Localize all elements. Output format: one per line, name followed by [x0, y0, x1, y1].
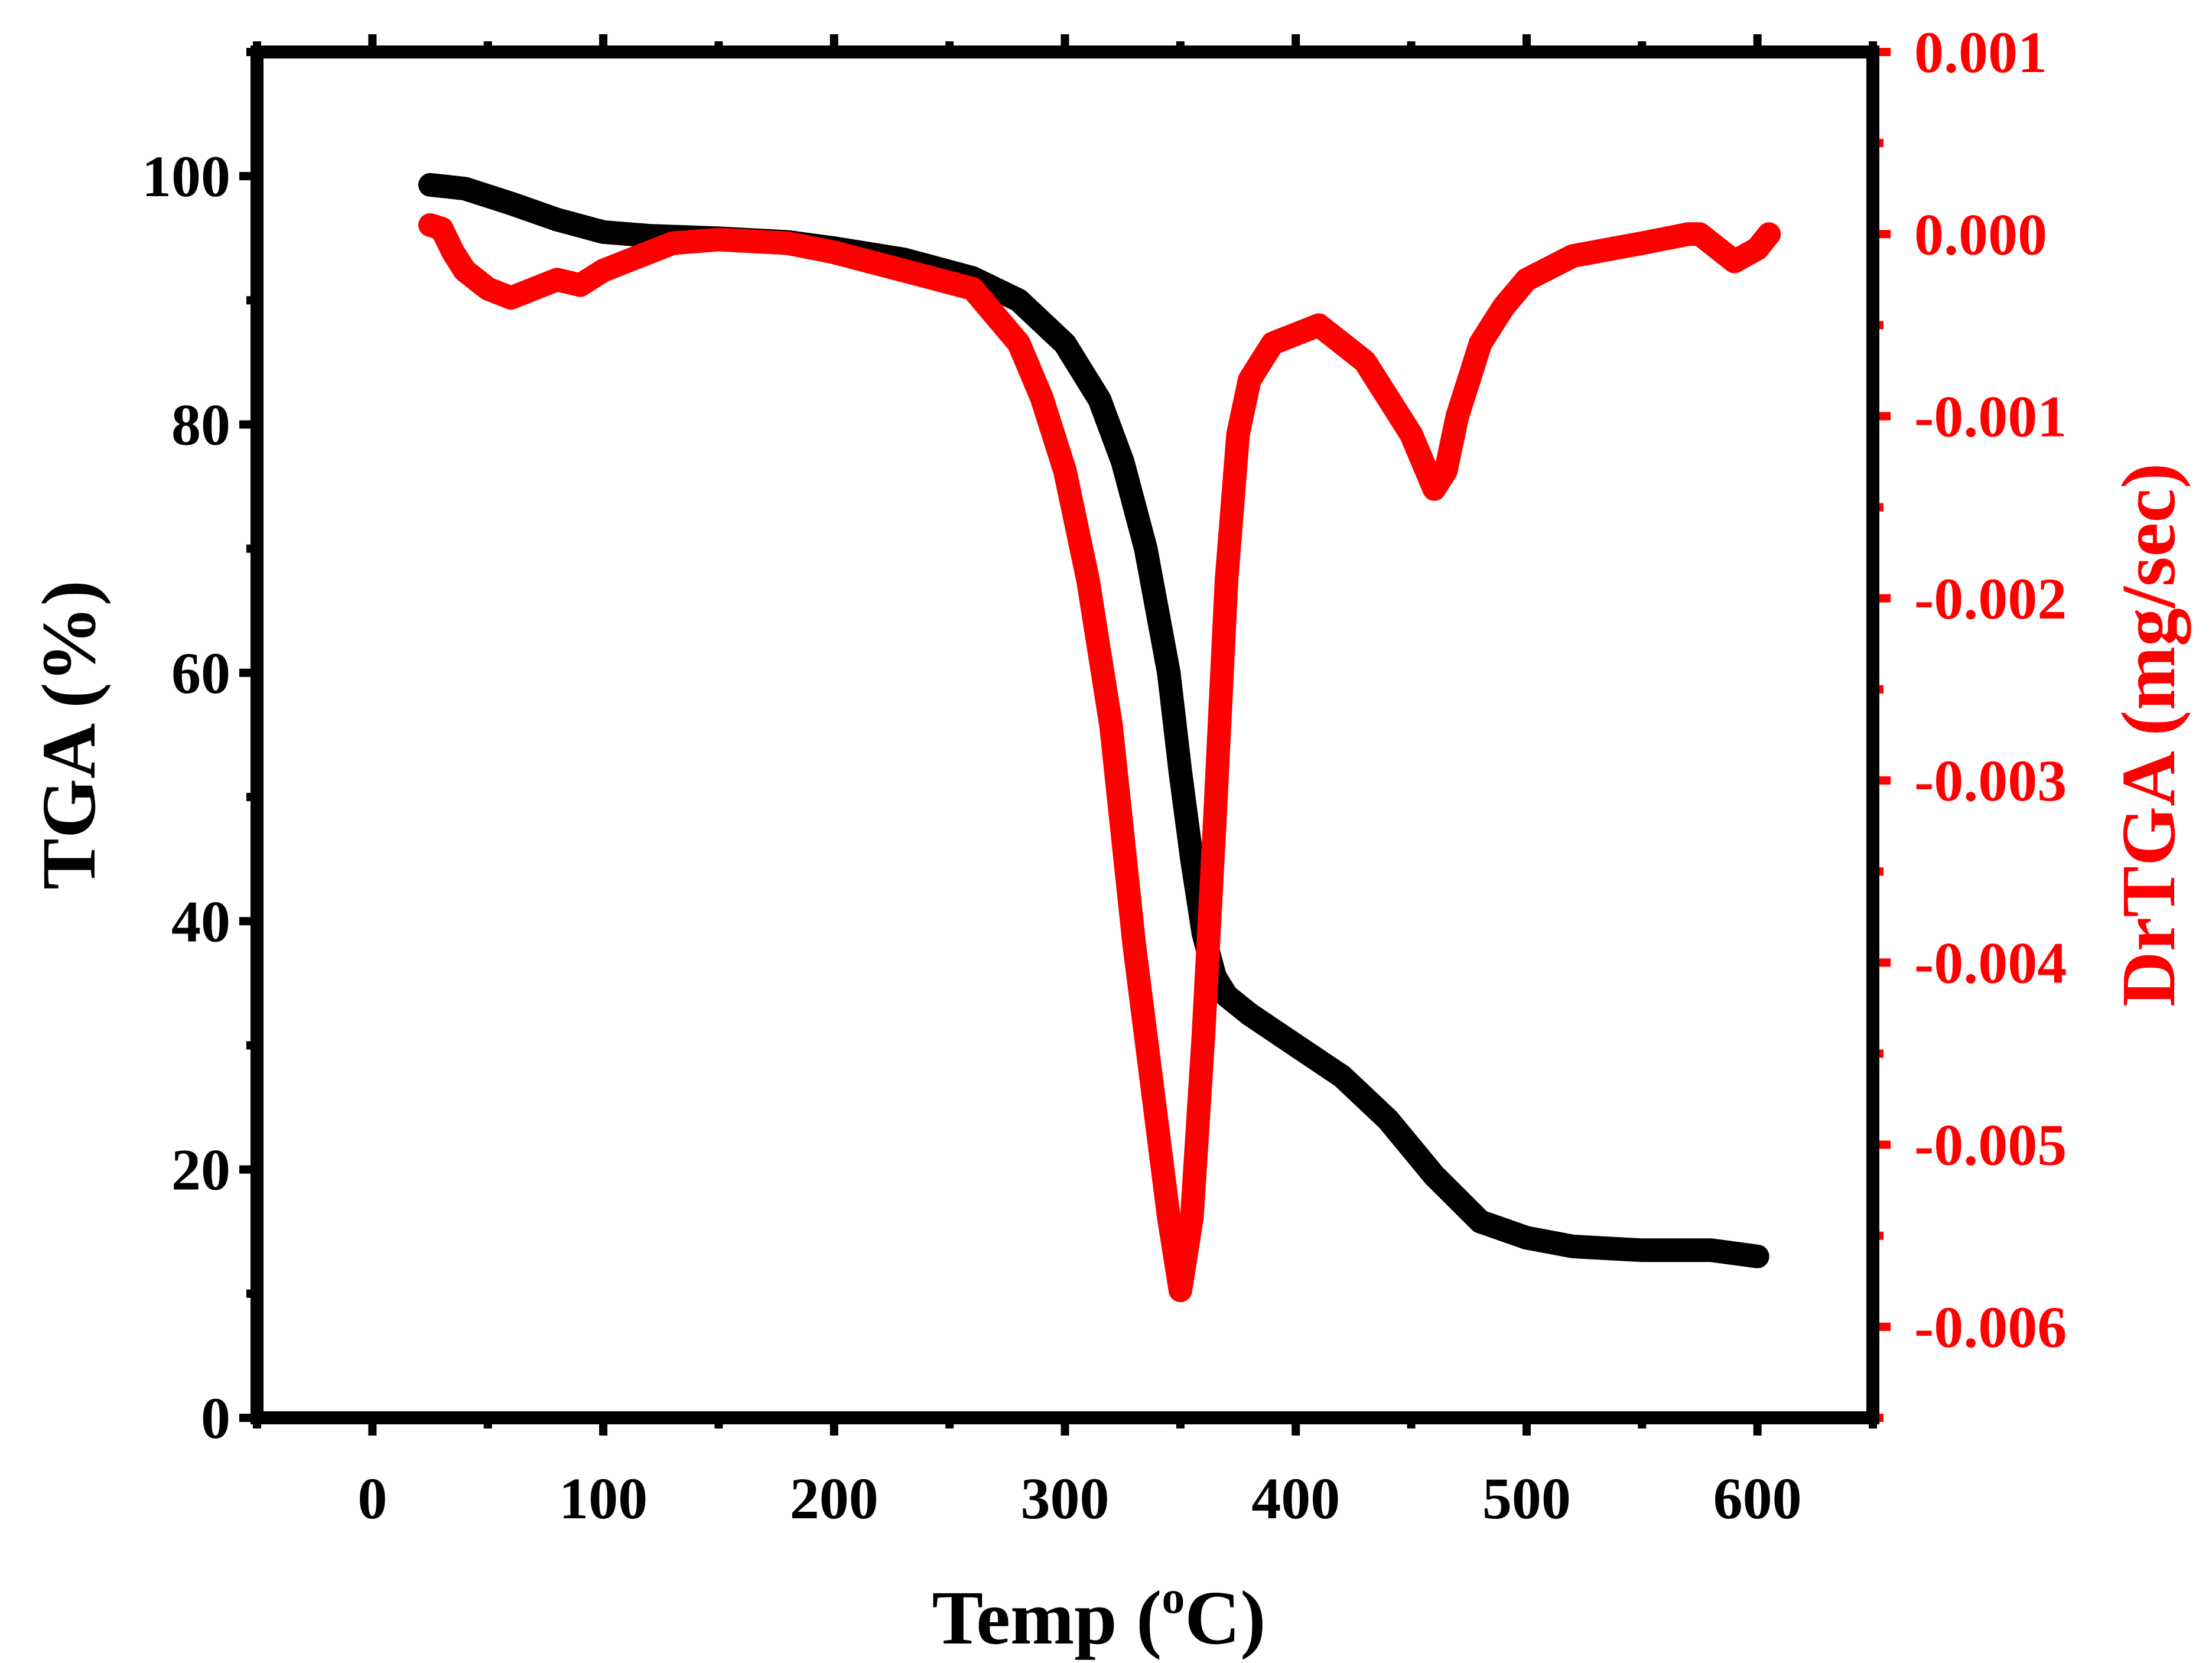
x-axis-title: Temp (oC) [932, 1571, 1266, 1661]
series-line-tga [418, 173, 1769, 1268]
x-tick-label: 0 [357, 1466, 387, 1531]
y-right-tick-label: -0.003 [1914, 748, 2067, 813]
x-tick-label: 100 [559, 1466, 648, 1531]
y-left-tick-label: 20 [171, 1137, 230, 1203]
y-right-tick-label: -0.001 [1914, 384, 2067, 450]
y-left-tick-label: 0 [201, 1385, 230, 1451]
y-axis-left-title: TGA (%) [27, 580, 112, 890]
y-right-tick-label: -0.005 [1914, 1112, 2067, 1178]
y-left-tick-label: 60 [171, 640, 230, 706]
y-right-tick-label: 0.001 [1914, 19, 2047, 85]
label-layer: 0 100 200 300 400 500 600 0 20 40 60 80 100 0.001 0.00… [142, 19, 2067, 1531]
y-left-tick-label: 100 [142, 144, 230, 209]
series-layer [418, 173, 1781, 1303]
x-tick-label: 200 [790, 1466, 879, 1531]
y-left-tick-label: 40 [171, 889, 230, 954]
y-axis-right-title: DrTGA (mg/sec) [2106, 463, 2191, 1007]
x-tick-label: 600 [1713, 1466, 1802, 1531]
x-tick-label: 400 [1251, 1466, 1340, 1531]
y-right-tick-label: -0.006 [1914, 1294, 2067, 1360]
x-tick-label: 500 [1482, 1466, 1571, 1531]
plot-frame [251, 45, 1879, 1424]
y-right-tick-label: -0.004 [1914, 930, 2067, 995]
y-right-tick-label: -0.002 [1914, 566, 2067, 632]
y-left-tick-label: 80 [171, 392, 230, 458]
y-right-tick-label: 0.000 [1914, 201, 2047, 267]
series-line-drtga [418, 213, 1781, 1303]
x-tick-label: 300 [1021, 1466, 1110, 1531]
